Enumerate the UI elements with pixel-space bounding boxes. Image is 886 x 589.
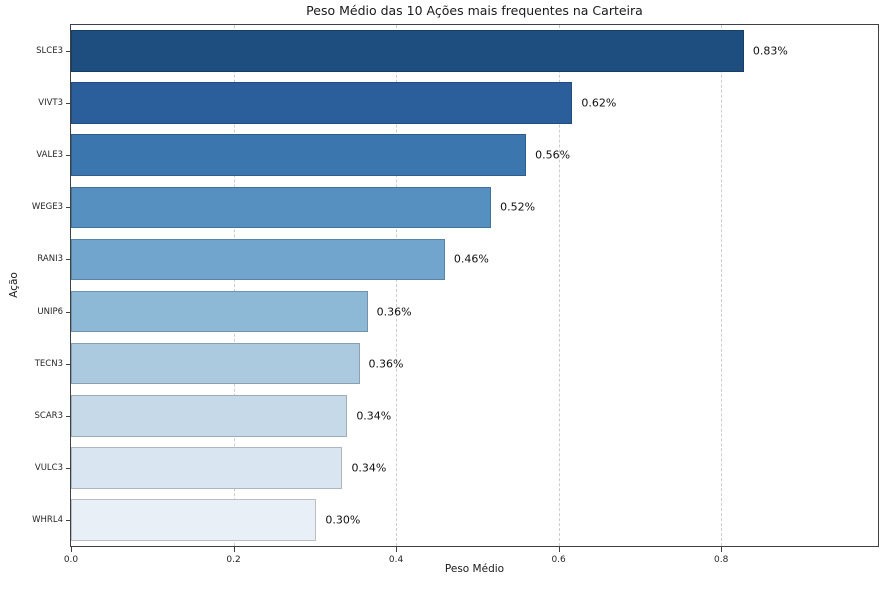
bar-value-label: 0.34% — [356, 409, 392, 423]
y-tick-mark — [66, 519, 70, 521]
bar-value-label: 0.34% — [351, 461, 387, 475]
x-axis-label: Peso Médio — [444, 563, 505, 575]
x-tick-mark — [721, 547, 723, 552]
y-tick-mark — [66, 207, 70, 209]
y-tick-mark — [66, 363, 70, 365]
y-tick-label: VULC3 — [34, 462, 63, 473]
y-tick-label: WEGE3 — [31, 202, 63, 213]
bar-row: 0.34% — [71, 390, 878, 442]
bar-value-label: 0.46% — [453, 252, 489, 266]
y-tick-mark — [66, 155, 70, 157]
bar — [71, 238, 445, 281]
y-tick-mark — [66, 415, 70, 417]
bar-row: 0.56% — [71, 129, 878, 181]
x-tick-label: 0.6 — [551, 555, 566, 565]
chart-title: Peso Médio das 10 Ações mais frequentes … — [306, 3, 643, 18]
bar-row: 0.52% — [71, 181, 878, 233]
bar — [71, 82, 573, 124]
plot-area: 0.0 0.2 0.4 0.6 0.8 0.83% SLCE3 0.62% VIVT3 0.56%… — [32, 24, 879, 565]
bar-value-label: 0.56% — [535, 148, 571, 162]
y-tick-mark — [66, 311, 70, 313]
y-tick-mark — [66, 467, 70, 469]
bar-value-label: 0.30% — [325, 513, 361, 527]
y-tick-mark — [66, 103, 70, 105]
x-tick-mark — [71, 547, 72, 552]
bar — [71, 447, 343, 489]
y-tick-label: VIVT3 — [38, 98, 63, 109]
bar — [71, 342, 360, 385]
bar — [71, 394, 348, 437]
bar-value-label: 0.36% — [376, 305, 412, 319]
y-tick-label: VALE3 — [36, 150, 63, 161]
bar-row: 0.46% — [71, 233, 878, 285]
gridline — [558, 25, 560, 546]
y-tick-mark — [66, 51, 70, 53]
bar — [71, 30, 744, 72]
bar-row: 0.62% — [71, 77, 878, 129]
bar-row: 0.30% — [71, 494, 878, 546]
bar-value-label: 0.83% — [752, 44, 788, 58]
bar — [71, 290, 368, 333]
x-tick-label: 0.0 — [63, 555, 79, 565]
gridline — [233, 25, 235, 546]
bar-row: 0.36% — [71, 338, 878, 390]
x-tick-mark — [396, 547, 398, 552]
gridline — [721, 25, 723, 546]
y-tick-label: SLCE3 — [36, 46, 63, 57]
gridline — [396, 25, 398, 546]
bar-row: 0.34% — [71, 442, 878, 494]
bar — [71, 134, 527, 177]
x-tick-mark — [558, 547, 560, 552]
x-tick-mark — [233, 547, 235, 552]
bar — [71, 186, 492, 229]
y-tick-label: SCAR3 — [34, 410, 63, 421]
y-tick-mark — [66, 259, 70, 261]
y-tick-label: RANI3 — [37, 254, 63, 265]
y-tick-label: WHRL4 — [32, 514, 63, 525]
x-tick-label: 0.4 — [388, 555, 404, 565]
bar — [71, 499, 317, 541]
x-tick-label: 0.8 — [713, 555, 729, 565]
y-tick-label: UNIP6 — [37, 306, 63, 317]
bar-row: 0.36% — [71, 286, 878, 338]
bar-value-label: 0.36% — [368, 357, 404, 371]
y-axis-label: Ação — [8, 272, 20, 298]
bar-value-label: 0.62% — [581, 96, 617, 110]
bar-row: 0.83% — [71, 25, 878, 77]
x-tick-label: 0.2 — [226, 555, 241, 565]
bar-value-label: 0.52% — [500, 200, 536, 214]
y-tick-label: TECN3 — [34, 358, 63, 369]
